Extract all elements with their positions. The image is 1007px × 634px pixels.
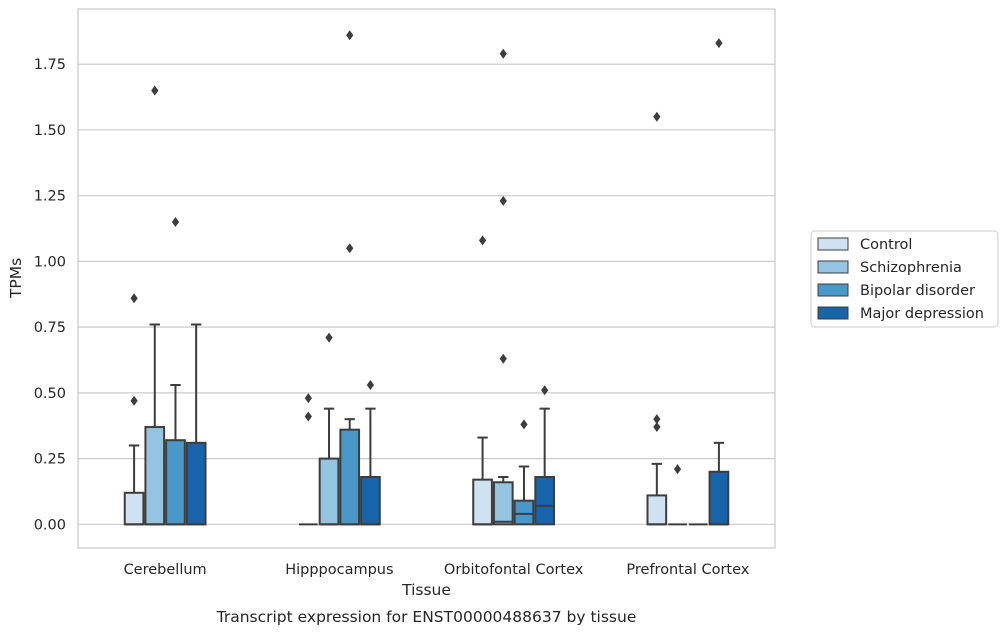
box bbox=[318, 457, 340, 526]
outlier-point bbox=[715, 38, 723, 49]
outlier-point bbox=[478, 235, 487, 246]
outlier-point bbox=[325, 332, 333, 343]
outlier-point bbox=[130, 395, 138, 406]
outlier-point bbox=[653, 111, 661, 122]
plot-frame bbox=[77, 8, 776, 549]
x-axis-label: Tissue bbox=[401, 581, 451, 599]
outlier-point bbox=[346, 243, 354, 254]
outlier-point bbox=[304, 393, 312, 404]
y-axis-label: TPMs bbox=[7, 258, 25, 299]
outlier-point bbox=[520, 419, 528, 430]
outlier-point bbox=[653, 414, 661, 425]
outlier-point bbox=[366, 379, 375, 390]
box bbox=[492, 481, 514, 526]
legend-label: Control bbox=[860, 237, 912, 253]
y-tick-label: 1.75 bbox=[34, 57, 66, 73]
x-tick-labels: Cerebellum Hipppocampus Orbitofontal Corte… bbox=[124, 562, 750, 578]
outlier-point bbox=[673, 464, 682, 475]
box bbox=[185, 441, 207, 526]
legend-frame bbox=[810, 230, 999, 328]
x-tick-label: Cerebellum bbox=[124, 562, 207, 578]
box bbox=[708, 470, 730, 526]
x-tick-label: Orbitofontal Cortex bbox=[444, 562, 584, 578]
box bbox=[534, 476, 556, 526]
outlier-point bbox=[499, 353, 507, 364]
box bbox=[339, 428, 361, 526]
box-group-prefrontal-cortex bbox=[646, 38, 730, 526]
chart-title: Transcript expression for ENST0000048863… bbox=[216, 608, 637, 626]
legend-label: Schizophrenia bbox=[860, 260, 962, 276]
y-tick-label: 0.50 bbox=[34, 386, 66, 402]
box bbox=[646, 494, 668, 526]
outlier-point bbox=[304, 411, 312, 422]
box-groups bbox=[123, 30, 730, 526]
legend-label: Major depression bbox=[860, 306, 984, 322]
y-tick-label: 0.25 bbox=[34, 452, 66, 468]
outlier-point bbox=[171, 216, 180, 227]
outlier-point bbox=[499, 195, 507, 206]
legend-swatch bbox=[817, 283, 849, 297]
box bbox=[123, 491, 145, 526]
outlier-point bbox=[151, 85, 159, 96]
outlier-point bbox=[499, 48, 507, 59]
legend-swatch bbox=[817, 306, 849, 320]
y-tick-label: 0.00 bbox=[34, 517, 66, 533]
outlier-point bbox=[346, 30, 354, 41]
y-tick-label: 1.25 bbox=[34, 189, 66, 205]
box-group-orbitofontal-cortex bbox=[472, 48, 556, 526]
y-tick-labels: 0.00 0.25 0.50 0.75 1.00 1.25 1.50 1.75 bbox=[34, 57, 66, 533]
legend: Control Schizophrenia Bipolar disorder Majo… bbox=[810, 230, 999, 328]
box bbox=[472, 478, 493, 526]
box bbox=[165, 439, 186, 526]
outlier-point bbox=[653, 422, 661, 433]
box bbox=[513, 499, 535, 526]
x-tick-label: Hipppocampus bbox=[285, 562, 393, 578]
box bbox=[144, 426, 166, 526]
box bbox=[360, 476, 381, 526]
outlier-point bbox=[130, 293, 138, 304]
outlier-point bbox=[541, 385, 549, 396]
y-tick-label: 0.75 bbox=[34, 320, 66, 336]
legend-label: Bipolar disorder bbox=[860, 283, 975, 299]
y-tick-label: 1.50 bbox=[34, 123, 66, 139]
legend-swatch bbox=[817, 237, 849, 251]
box-group-hipppocampus bbox=[298, 30, 381, 526]
y-tick-label: 1.00 bbox=[34, 254, 66, 270]
x-tick-label: Prefrontal Cortex bbox=[626, 562, 749, 578]
legend-swatch bbox=[817, 260, 849, 274]
box-group-cerebellum bbox=[123, 85, 207, 526]
